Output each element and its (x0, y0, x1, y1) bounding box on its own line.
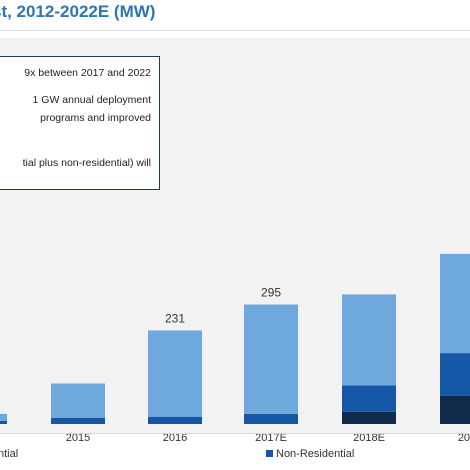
note-line-1: 9x between 2017 and 2022 (24, 67, 151, 79)
bar-2015-series-2 (51, 383, 105, 418)
x-tick-label-2017E: 2017E (255, 432, 287, 444)
title-bar: st, 2012-2022E (MW) (0, 0, 470, 31)
total-label-2016: 231 (165, 311, 185, 325)
bar-2014-series-1 (0, 420, 7, 424)
bar-201-series-0 (440, 395, 470, 424)
bar-2016-series-2 (148, 330, 202, 417)
legend-label-non-residential: Non-Residential (276, 448, 355, 460)
bar-201-series-1 (440, 353, 470, 396)
bar-2018E-series-0 (342, 411, 396, 424)
note-box: 9x between 2017 and 2022 1 GW annual dep… (0, 56, 160, 190)
bar-2015-series-1 (51, 417, 105, 424)
bar-2018E-series-2 (342, 294, 396, 386)
bar-2016-series-1 (148, 416, 202, 424)
legend-swatch-non-residential (266, 450, 273, 457)
x-tick-label-2018E: 2018E (353, 432, 385, 444)
x-tick-label-2015: 2015 (66, 432, 90, 444)
note-line-2: 1 GW annual deployment (32, 94, 151, 106)
axis-baseline (0, 433, 470, 434)
legend-item-non-residential: Non-Residential (266, 448, 354, 460)
note-line-4: tial plus non-residential) will (22, 157, 151, 169)
bar-201-series-2 (440, 253, 470, 354)
bar-2018E-series-1 (342, 385, 396, 412)
total-label-2017E: 295 (261, 286, 281, 300)
bar-2017E-series-2 (244, 304, 298, 414)
note-line-3: programs and improved (40, 112, 151, 124)
chart-title: st, 2012-2022E (MW) (0, 2, 156, 21)
x-tick-label-201: 201 (458, 432, 470, 444)
bar-2014-series-2 (0, 413, 7, 421)
legend-label-partial: ntial (0, 448, 19, 460)
legend-item-partial: ntial (0, 448, 18, 460)
x-tick-label-2016: 2016 (163, 432, 187, 444)
bar-2017E-series-1 (244, 413, 298, 424)
